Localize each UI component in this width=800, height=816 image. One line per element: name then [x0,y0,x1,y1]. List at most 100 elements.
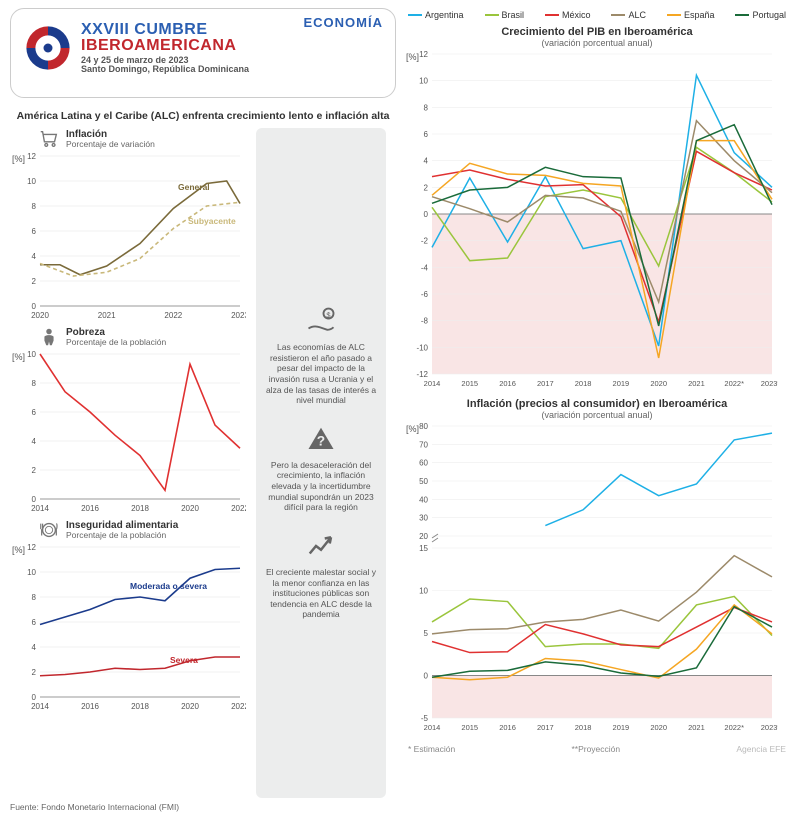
svg-text:40: 40 [419,495,428,504]
header-box: ECONOMÍA XXVIII CUMBRE IBEROAMERICANA 24… [10,8,396,98]
svg-text:5: 5 [424,629,429,638]
left-body: Inflación Porcentaje de variación [%]024… [10,128,396,798]
svg-text:[%]: [%] [406,424,419,434]
svg-text:12: 12 [419,50,428,59]
svg-text:2019: 2019 [613,723,630,732]
inflation-sub: Porcentaje de variación [66,140,155,149]
svg-text:-4: -4 [421,263,429,272]
svg-text:2016: 2016 [499,379,516,388]
svg-text:2023: 2023 [231,311,246,320]
svg-text:6: 6 [32,227,37,236]
warning-icon: ? [306,424,336,454]
svg-text:80: 80 [419,422,428,431]
svg-text:60: 60 [419,459,428,468]
svg-text:6: 6 [32,408,37,417]
svg-text:2018: 2018 [575,379,592,388]
summit-logo-icon [21,21,75,75]
svg-text:2018: 2018 [575,723,592,732]
gdp-svg: -12-10-8-6-4-2024681012[%]20142015201620… [404,50,778,392]
svg-text:[%]: [%] [406,52,419,62]
footnote-est: * Estimación [408,744,455,754]
info-item: El creciente malestar social y la menor … [264,531,378,620]
plate-icon [38,519,60,541]
svg-text:10: 10 [27,177,36,186]
svg-text:10: 10 [27,350,36,359]
svg-text:2020: 2020 [650,379,667,388]
mini-charts-stack: Inflación Porcentaje de variación [%]024… [10,128,250,798]
svg-text:4: 4 [424,157,429,166]
legend-label: Portugal [752,10,786,20]
svg-text:8: 8 [32,379,37,388]
food-svg: [%]02468101220142016201820202022Moderada… [10,543,246,713]
cart-icon [38,128,60,150]
svg-text:12: 12 [27,152,36,161]
svg-text:6: 6 [32,618,37,627]
source-footer: Fuente: Fondo Monetario Internacional (F… [10,798,396,812]
svg-text:2020: 2020 [650,723,667,732]
svg-text:2022: 2022 [231,504,246,513]
svg-text:8: 8 [32,593,37,602]
info-item: $Las economías de ALC resistieron el año… [264,306,378,406]
svg-text:2018: 2018 [131,702,149,711]
svg-text:-2: -2 [421,237,429,246]
poverty-sub: Porcentaje de la población [66,338,166,347]
inflation-mini-chart: Inflación Porcentaje de variación [%]024… [10,128,250,322]
svg-text:50: 50 [419,477,428,486]
svg-text:2022*: 2022* [724,379,744,388]
svg-text:15: 15 [419,544,428,553]
svg-text:4: 4 [32,252,37,261]
svg-text:-5: -5 [421,714,429,723]
legend-item: ALC [611,10,646,20]
svg-text:2: 2 [32,277,37,286]
svg-text:2022: 2022 [164,311,182,320]
svg-text:4: 4 [32,437,37,446]
svg-text:-10: -10 [416,343,428,352]
svg-text:2014: 2014 [424,723,441,732]
gdp-chart: Crecimiento del PIB en Iberoamérica (var… [404,26,790,392]
legend-label: España [684,10,715,20]
gdp-sub: (variación porcentual anual) [404,38,790,48]
svg-text:2014: 2014 [424,379,441,388]
svg-text:2: 2 [424,183,429,192]
svg-text:[%]: [%] [12,545,25,555]
svg-text:2020: 2020 [31,311,49,320]
svg-text:2015: 2015 [461,379,478,388]
svg-text:2: 2 [32,668,37,677]
svg-text:2022: 2022 [231,702,246,711]
svg-text:Subyacente: Subyacente [188,216,236,226]
svg-text:10: 10 [27,568,36,577]
svg-text:2021: 2021 [98,311,116,320]
svg-text:8: 8 [32,202,37,211]
legend-label: Brasil [502,10,525,20]
gdp-title: Crecimiento del PIB en Iberoamérica [404,26,790,38]
legend-swatch [545,14,559,17]
trend-up-icon [306,531,336,561]
legend-item: Brasil [485,10,525,20]
svg-text:20: 20 [419,532,428,541]
legend-label: ALC [628,10,646,20]
right-footer: * Estimación **Proyección Agencia EFE [404,742,790,754]
legend-swatch [735,14,749,17]
summit-title-top: XXVIII CUMBRE [81,22,249,38]
legend-item: México [545,10,591,20]
inflation-svg: [%]0246810122020202120222023GeneralSubya… [10,152,246,322]
summit-location: Santo Domingo, República Dominicana [81,65,249,74]
info-text: El creciente malestar social y la menor … [264,567,378,620]
svg-text:?: ? [317,433,325,448]
svg-text:8: 8 [424,103,429,112]
svg-text:2: 2 [32,466,37,475]
svg-text:-6: -6 [421,290,429,299]
footnote-proj: **Proyección [571,744,620,754]
summit-title-bot: IBEROAMERICANA [81,38,249,54]
svg-text:2021: 2021 [688,723,705,732]
title-block: XXVIII CUMBRE IBEROAMERICANA 24 y 25 de … [81,22,249,74]
svg-text:2017: 2017 [537,723,554,732]
info-column: $Las economías de ALC resistieron el año… [256,128,386,798]
svg-text:2023**: 2023** [761,723,778,732]
agency-label: Agencia EFE [736,744,786,754]
svg-text:2019: 2019 [613,379,630,388]
info-item: ?Pero la desaceleración del crecimiento,… [264,424,378,513]
svg-text:2020: 2020 [181,702,199,711]
legend-item: Portugal [735,10,786,20]
svg-text:Moderada o severa: Moderada o severa [130,581,207,591]
